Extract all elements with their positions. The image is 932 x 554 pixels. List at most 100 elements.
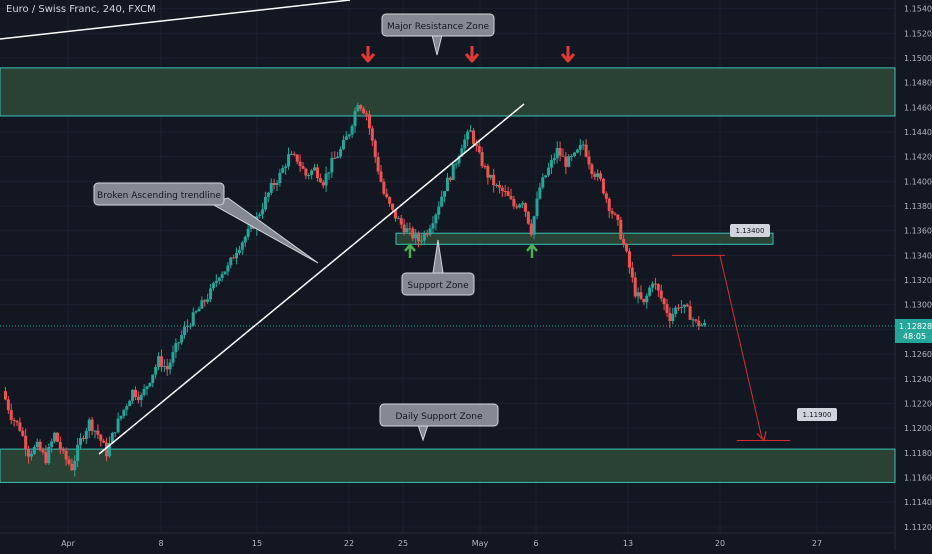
candle-body	[344, 136, 348, 140]
candle-body	[214, 280, 218, 283]
red-down-arrow	[560, 46, 576, 63]
green-up-arrow	[404, 243, 416, 258]
y-tick-label: 1.13600	[904, 227, 932, 236]
candle-body	[142, 388, 146, 395]
candle-body	[177, 342, 181, 344]
support-callout-box	[401, 272, 475, 296]
x-tick-label: 25	[398, 539, 408, 548]
candle-body	[136, 397, 140, 401]
candle-body	[469, 130, 473, 132]
projection-line	[719, 255, 763, 439]
candle-body	[648, 287, 652, 296]
candle-body	[581, 144, 585, 146]
candle-body	[21, 430, 25, 436]
y-tick-label: 1.11400	[904, 498, 932, 507]
candle-body	[367, 114, 371, 129]
chart-title: Euro / Swiss Franc, 240, FXCM	[6, 4, 156, 15]
candle-body	[139, 394, 143, 401]
candle-body	[555, 148, 559, 159]
candle-body	[90, 419, 94, 431]
candle-body	[587, 156, 591, 165]
candle-body	[298, 161, 302, 167]
candle-body	[466, 131, 470, 140]
candle-body	[578, 145, 582, 150]
candle-body	[154, 367, 158, 375]
ascending-trendline	[98, 103, 525, 455]
candle-body	[610, 210, 614, 214]
y-tick-label: 1.14800	[904, 79, 932, 88]
trendline-callout-box	[93, 182, 225, 206]
candle-body	[229, 257, 233, 266]
candle-body	[471, 130, 475, 144]
candle-body	[29, 453, 33, 457]
candle-body	[73, 460, 77, 471]
candle-body	[694, 319, 698, 321]
candle-body	[567, 156, 571, 167]
candle-body	[165, 366, 169, 370]
x-tick-label: 6	[533, 539, 538, 548]
candle-body	[665, 304, 669, 313]
candle-body	[99, 434, 103, 441]
candle-body	[596, 173, 600, 177]
candle-body	[573, 152, 577, 156]
top-trendline	[0, 0, 351, 40]
candle-body	[376, 157, 380, 172]
candle-body	[362, 108, 366, 114]
price-callout-box	[797, 408, 837, 421]
candle-body	[625, 244, 629, 252]
candle-body	[292, 153, 296, 155]
candle-body	[604, 193, 608, 199]
candle-body	[275, 183, 279, 186]
candle-body	[191, 312, 195, 326]
candle-body	[677, 307, 681, 309]
candle-body	[206, 299, 210, 302]
candle-body	[388, 197, 392, 204]
candle-body	[379, 171, 383, 182]
candle-body	[341, 139, 345, 150]
candle-body	[408, 228, 412, 230]
resistance-callout-pointer	[431, 34, 443, 56]
candle-body	[561, 155, 565, 157]
candle-body	[55, 432, 59, 442]
candle-body	[145, 386, 149, 389]
candle-body	[489, 174, 493, 178]
candle-body	[460, 148, 464, 157]
candle-body	[304, 168, 308, 176]
candle-body	[393, 209, 397, 219]
candle-body	[425, 233, 429, 235]
candle-body	[336, 156, 340, 159]
candle-body	[593, 173, 597, 177]
y-tick-label: 1.14400	[904, 128, 932, 137]
y-tick-label: 1.13800	[904, 202, 932, 211]
candle-body	[226, 265, 230, 272]
candle-body	[685, 304, 689, 307]
candle-body	[417, 234, 421, 242]
candle-body	[526, 211, 530, 224]
x-tick-label: 8	[158, 539, 163, 548]
candle-body	[359, 105, 363, 109]
candle-body	[263, 197, 267, 210]
candle-body	[448, 177, 452, 180]
candle-body	[463, 139, 467, 149]
candle-body	[64, 450, 68, 460]
candle-body	[653, 283, 657, 285]
candle-body	[188, 325, 192, 327]
x-tick-label: 13	[623, 539, 633, 548]
candle-body	[185, 325, 189, 327]
candle-body	[405, 228, 409, 233]
candle-body	[284, 166, 288, 168]
candle-body	[81, 438, 85, 440]
price-callout-box	[730, 224, 770, 237]
candle-body	[454, 163, 458, 165]
candle-body	[151, 374, 155, 383]
candle-body	[443, 191, 447, 197]
candle-body	[529, 223, 533, 235]
candle-body	[428, 228, 432, 235]
candle-body	[44, 452, 48, 464]
candle-body	[523, 203, 527, 212]
candle-body	[110, 433, 114, 443]
candle-body	[619, 219, 623, 240]
candle-body	[535, 198, 539, 217]
candle-body	[575, 149, 579, 153]
candle-body	[518, 204, 522, 208]
